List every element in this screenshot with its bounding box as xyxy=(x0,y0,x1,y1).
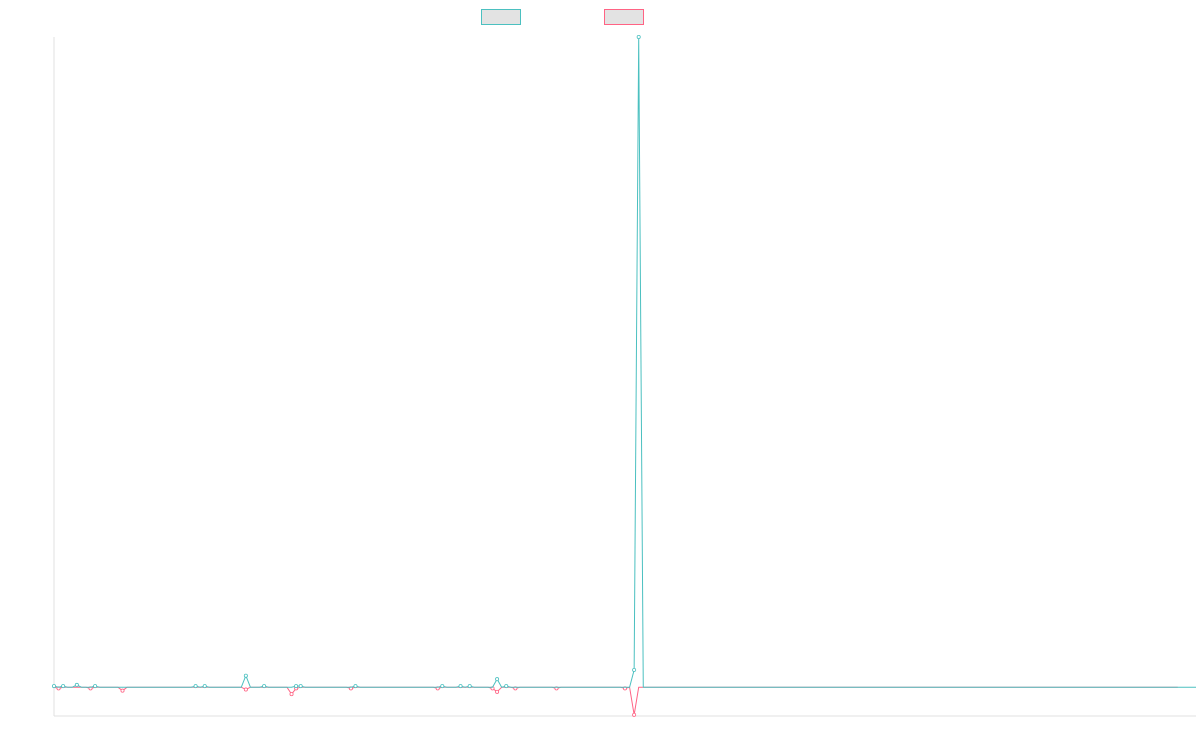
series-1-point[interactable] xyxy=(353,684,358,689)
series-1-point[interactable] xyxy=(193,684,198,689)
series-1-point[interactable] xyxy=(458,684,463,689)
series-2-line xyxy=(53,686,1178,716)
series-1-point[interactable] xyxy=(298,684,303,689)
series-2-point[interactable] xyxy=(289,692,294,697)
series-2-point[interactable] xyxy=(120,688,125,693)
legend-item-series-2[interactable] xyxy=(604,9,644,25)
series-1-point[interactable] xyxy=(504,684,509,689)
series-1-point[interactable] xyxy=(202,684,207,689)
series-1-point[interactable] xyxy=(243,673,248,678)
series-1-line xyxy=(53,36,1196,688)
series-1-point[interactable] xyxy=(495,677,500,682)
series-1-point[interactable] xyxy=(440,684,445,689)
legend-item-series-1[interactable] xyxy=(481,9,521,25)
series-2 xyxy=(53,686,1178,717)
series-1-point[interactable] xyxy=(467,684,472,689)
series-1-point[interactable] xyxy=(93,684,98,689)
series-2-point[interactable] xyxy=(495,689,500,694)
series-1-point[interactable] xyxy=(294,684,299,689)
series-2-point[interactable] xyxy=(632,712,637,717)
series-1-point[interactable] xyxy=(632,667,637,672)
series-2-point[interactable] xyxy=(243,687,248,692)
series-1 xyxy=(52,35,1196,689)
series-1-point[interactable] xyxy=(262,684,267,689)
chart-axes xyxy=(53,37,1196,717)
chart-series-layer xyxy=(52,35,1196,717)
series-1-point[interactable] xyxy=(61,684,66,689)
series-1-point[interactable] xyxy=(636,35,641,40)
series-1-point[interactable] xyxy=(52,684,57,689)
series-1-point[interactable] xyxy=(74,682,79,687)
